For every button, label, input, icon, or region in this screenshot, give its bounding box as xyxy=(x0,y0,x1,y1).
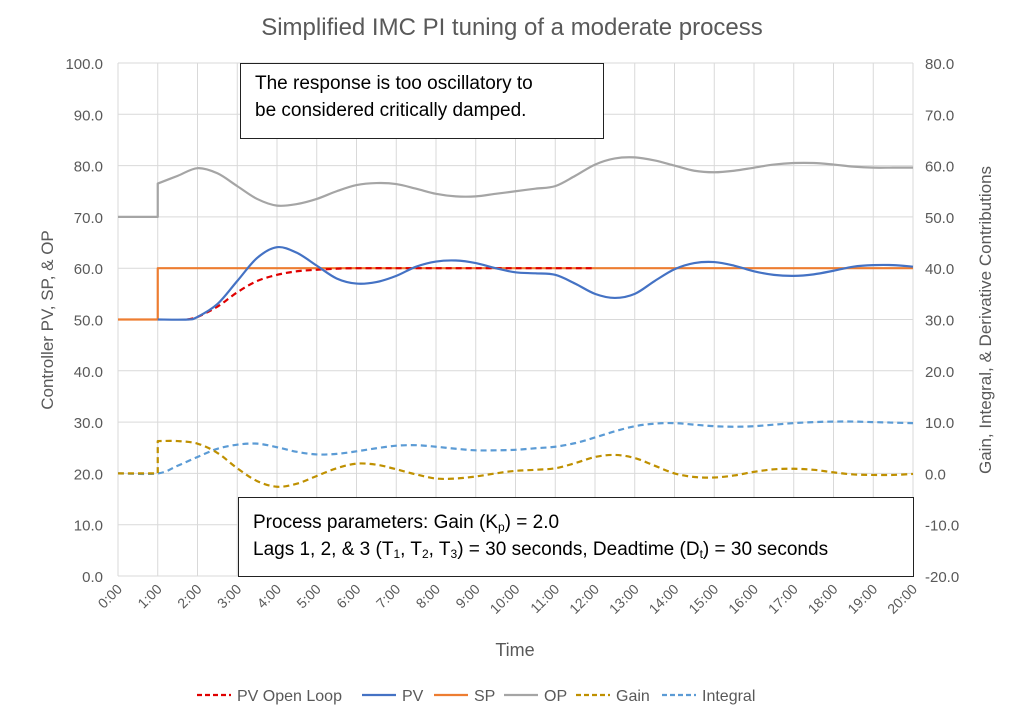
x-tick-label: 10:00 xyxy=(487,581,523,617)
text: ) = 30 seconds, Deadtime (D xyxy=(457,539,700,560)
legend-label: PV xyxy=(402,688,424,705)
annotation-line: Lags 1, 2, & 3 (T1, T2, T3) = 30 seconds… xyxy=(253,536,899,563)
y-tick-label-right: 80.0 xyxy=(925,56,954,73)
x-tick-label: 19:00 xyxy=(844,581,880,617)
x-tick-label: 20:00 xyxy=(884,581,920,617)
y-tick-label-right: 70.0 xyxy=(925,107,954,124)
x-tick-label: 16:00 xyxy=(725,581,761,617)
y-tick-label-left: 100.0 xyxy=(65,56,103,73)
y-tick-label-left: 50.0 xyxy=(74,313,103,330)
x-tick-label: 15:00 xyxy=(685,581,721,617)
x-tick-label: 14:00 xyxy=(646,581,682,617)
subscript: p xyxy=(497,520,505,534)
y-tick-label-left: 90.0 xyxy=(74,107,103,124)
x-tick-label: 2:00 xyxy=(174,581,205,612)
x-axis-title: Time xyxy=(495,640,534,660)
text: Lags 1, 2, & 3 (T xyxy=(253,539,394,560)
x-tick-label: 1:00 xyxy=(134,581,165,612)
y-axis-left-title: Controller PV, SP, & OP xyxy=(38,230,57,410)
y-tick-label-left: 10.0 xyxy=(74,518,103,535)
x-tick-label: 8:00 xyxy=(413,581,444,612)
y-tick-label-right: -10.0 xyxy=(925,518,959,535)
legend: PV Open Loop PV SP OP Gain Integral xyxy=(197,688,755,705)
y-tick-label-left: 20.0 xyxy=(74,466,103,483)
series-line-pv-open-loop xyxy=(187,267,595,321)
legend-item: OP xyxy=(504,688,567,705)
text: , T xyxy=(400,539,422,560)
y-tick-label-right: 0.0 xyxy=(925,466,946,483)
y-tick-label-right: 20.0 xyxy=(925,364,954,381)
x-tick-label: 12:00 xyxy=(566,581,602,617)
text: ) = 30 seconds xyxy=(702,539,829,560)
y-tick-label-left: 80.0 xyxy=(74,159,103,176)
x-tick-label: 18:00 xyxy=(805,581,841,617)
legend-item: PV Open Loop xyxy=(197,688,342,705)
x-tick-label: 5:00 xyxy=(293,581,324,612)
x-tick-label: 3:00 xyxy=(214,581,245,612)
series-line-integral xyxy=(117,420,914,476)
subscript: 1 xyxy=(393,547,401,561)
y-tick-label-left: 40.0 xyxy=(74,364,103,381)
x-tick-label: 7:00 xyxy=(373,581,404,612)
y-tick-label-right: 10.0 xyxy=(925,415,954,432)
x-tick-label: 13:00 xyxy=(606,581,642,617)
y-tick-label-right: 50.0 xyxy=(925,210,954,227)
text: ) = 2.0 xyxy=(504,512,560,533)
y-tick-label-right: 40.0 xyxy=(925,261,954,278)
y-axis-right-title: Gain, Integral, & Derivative Contributio… xyxy=(976,166,995,474)
x-tick-label: 9:00 xyxy=(452,581,483,612)
y-tick-label-right: -20.0 xyxy=(925,569,959,586)
legend-item: Integral xyxy=(662,688,755,705)
annotation-top-note: The response is too oscillatory to be co… xyxy=(240,63,604,139)
x-tick-label: 17:00 xyxy=(765,581,801,617)
legend-item: PV xyxy=(362,688,424,705)
x-tick-label: 4:00 xyxy=(254,581,285,612)
annotation-line: The response is too oscillatory to xyxy=(255,73,533,94)
y-tick-label-left: 70.0 xyxy=(74,210,103,227)
legend-item: SP xyxy=(434,688,495,705)
legend-label: Gain xyxy=(616,688,650,705)
legend-label: PV Open Loop xyxy=(237,688,342,705)
y-tick-label-right: 60.0 xyxy=(925,159,954,176)
subscript: 3 xyxy=(450,547,458,561)
y-tick-label-left: 0.0 xyxy=(82,569,103,586)
text: Process parameters: Gain (K xyxy=(253,512,498,533)
y-tick-label-left: 60.0 xyxy=(74,261,103,278)
legend-label: SP xyxy=(474,688,495,705)
y-tick-label-right: 30.0 xyxy=(925,313,954,330)
annotation-line: be considered critically damped. xyxy=(255,100,527,121)
annotation-line: Process parameters: Gain (Kp) = 2.0 xyxy=(253,509,899,536)
series-line-gain xyxy=(117,439,914,488)
series-line-pv xyxy=(157,245,914,321)
annotation-process-parameters: Process parameters: Gain (Kp) = 2.0 Lags… xyxy=(238,497,914,577)
y-tick-label-left: 30.0 xyxy=(74,415,103,432)
subscript: 2 xyxy=(421,547,429,561)
legend-item: Gain xyxy=(576,688,650,705)
series-lines xyxy=(117,156,914,488)
x-tick-label: 6:00 xyxy=(333,581,364,612)
subscript: t xyxy=(699,547,703,561)
legend-label: Integral xyxy=(702,688,755,705)
x-tick-label: 11:00 xyxy=(527,581,563,617)
text: , T xyxy=(428,539,451,560)
series-line-op xyxy=(117,156,913,219)
chart-title: Simplified IMC PI tuning of a moderate p… xyxy=(261,14,763,41)
legend-label: OP xyxy=(544,688,567,705)
